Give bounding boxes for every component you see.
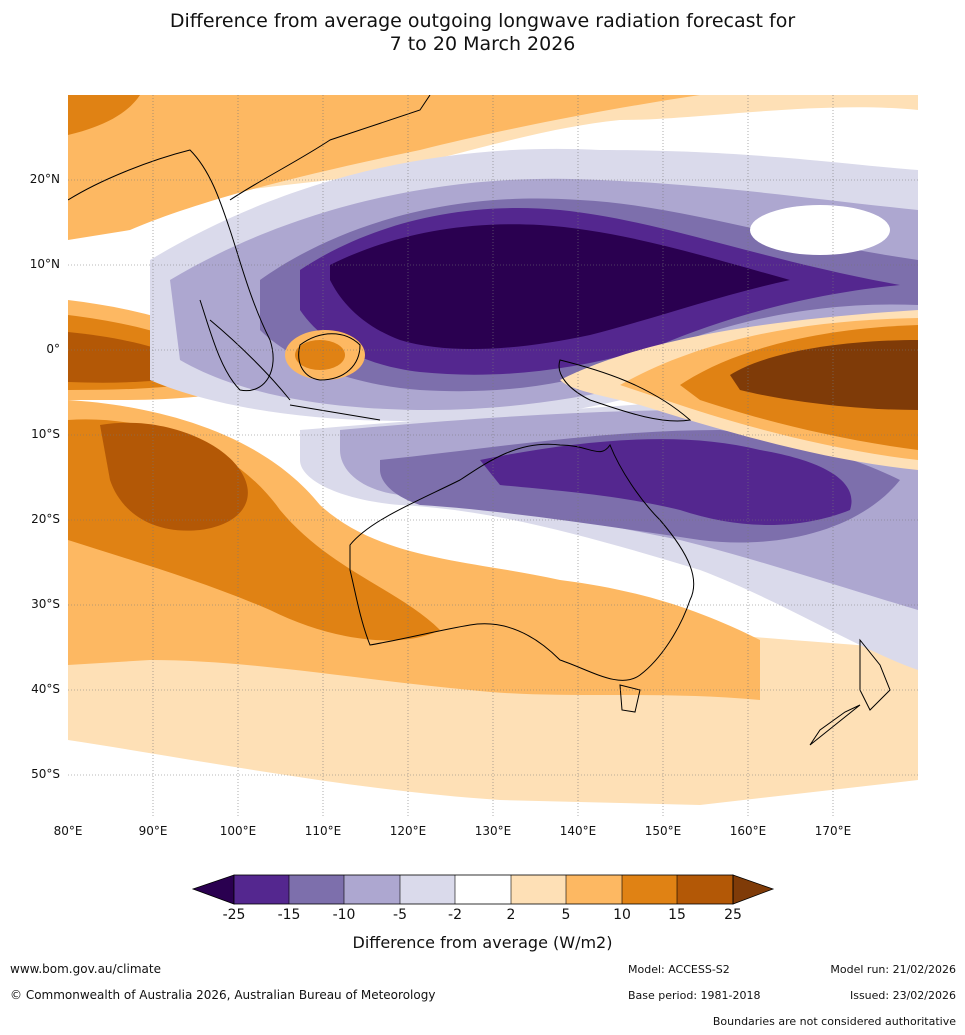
- colorbar-swatch-4: [400, 875, 455, 904]
- sumatra-java-coastline: [209, 319, 381, 421]
- anomaly-spcz-very-strong: [480, 439, 852, 525]
- colorbar-tick: -25: [222, 907, 246, 923]
- lon-label: 80°E: [53, 824, 83, 838]
- new-zealand-coastline: [809, 638, 891, 746]
- lon-label: 160°E: [729, 824, 767, 838]
- anomaly-borneo-core: [295, 340, 345, 370]
- lon-label: 150°E: [644, 824, 682, 838]
- colorbar-tick: 2: [506, 907, 516, 923]
- anomaly-southern-white-patch: [68, 740, 918, 817]
- base-period: Base period: 1981-2018: [628, 989, 761, 1002]
- tasmania-coastline: [619, 684, 641, 713]
- lat-label: 10°S: [31, 427, 60, 441]
- copyright-text: © Commonwealth of Australia 2026, Austra…: [10, 988, 436, 1002]
- anomaly-northern-orange: [68, 95, 700, 240]
- lat-label: 40°S: [31, 682, 60, 696]
- anomaly-northern-deep-orange: [68, 95, 140, 135]
- lon-label: 170°E: [814, 824, 852, 838]
- asia-coastline: [68, 95, 431, 392]
- colorbar-swatch-8: [622, 875, 677, 904]
- lat-label: 0°: [46, 342, 60, 356]
- lon-label: 140°E: [559, 824, 597, 838]
- model-name: Model: ACCESS-S2: [628, 963, 730, 976]
- lat-label: 30°S: [31, 597, 60, 611]
- lon-label: 100°E: [219, 824, 257, 838]
- colorbar: [191, 874, 775, 905]
- anomaly-central-pacific-dark: [730, 340, 918, 410]
- lon-label: 110°E: [304, 824, 342, 838]
- colorbar-tick: -15: [277, 907, 301, 923]
- chart-title: Difference from average outgoing longwav…: [0, 10, 965, 56]
- anomaly-indian-ocean-dark: [100, 422, 248, 531]
- lat-label: 10°N: [29, 257, 60, 271]
- model-run-date: Model run: 21/02/2026: [830, 963, 956, 976]
- colorbar-tick: -2: [448, 907, 462, 923]
- colorbar-extend-high: [732, 874, 775, 905]
- issued-date: Issued: 23/02/2026: [849, 989, 956, 1002]
- colorbar-tick: 25: [724, 907, 742, 923]
- colorbar-swatch-1: [234, 875, 289, 904]
- lon-label: 120°E: [389, 824, 427, 838]
- colorbar-tick: -5: [393, 907, 407, 923]
- borneo-coastline: [298, 333, 361, 381]
- colorbar-tick: 5: [561, 907, 571, 923]
- colorbar-swatch-3: [344, 875, 400, 904]
- title-line-2: 7 to 20 March 2026: [389, 33, 576, 55]
- colorbar-tick: -10: [332, 907, 356, 923]
- website-link[interactable]: www.bom.gov.au/climate: [10, 962, 161, 976]
- colorbar-title: Difference from average (W/m2): [352, 933, 613, 952]
- australia-coastline: [349, 443, 695, 681]
- lat-label: 50°S: [31, 767, 60, 781]
- colorbar-swatch-6: [511, 875, 566, 904]
- lon-label: 130°E: [474, 824, 512, 838]
- title-line-1: Difference from average outgoing longwav…: [169, 10, 796, 32]
- colorbar-swatch-9: [677, 875, 733, 904]
- colorbar-swatch-2: [289, 875, 344, 904]
- anomaly-convective-extreme: [330, 224, 790, 350]
- lat-label: 20°N: [29, 172, 60, 186]
- colorbar-tick: 15: [668, 907, 686, 923]
- colorbar-swatch-5: [455, 875, 511, 904]
- colorbar-extend-low: [191, 874, 235, 905]
- colorbar-swatch-7: [566, 875, 622, 904]
- boundary-disclaimer: Boundaries are not considered authoritat…: [712, 1015, 956, 1028]
- lon-label: 90°E: [138, 824, 168, 838]
- new-guinea-coastline: [558, 359, 692, 422]
- colorbar-tick: 10: [613, 907, 631, 923]
- lat-label: 20°S: [31, 512, 60, 526]
- graticule: [68, 95, 918, 817]
- anomaly-northeast-white-patch: [750, 205, 890, 255]
